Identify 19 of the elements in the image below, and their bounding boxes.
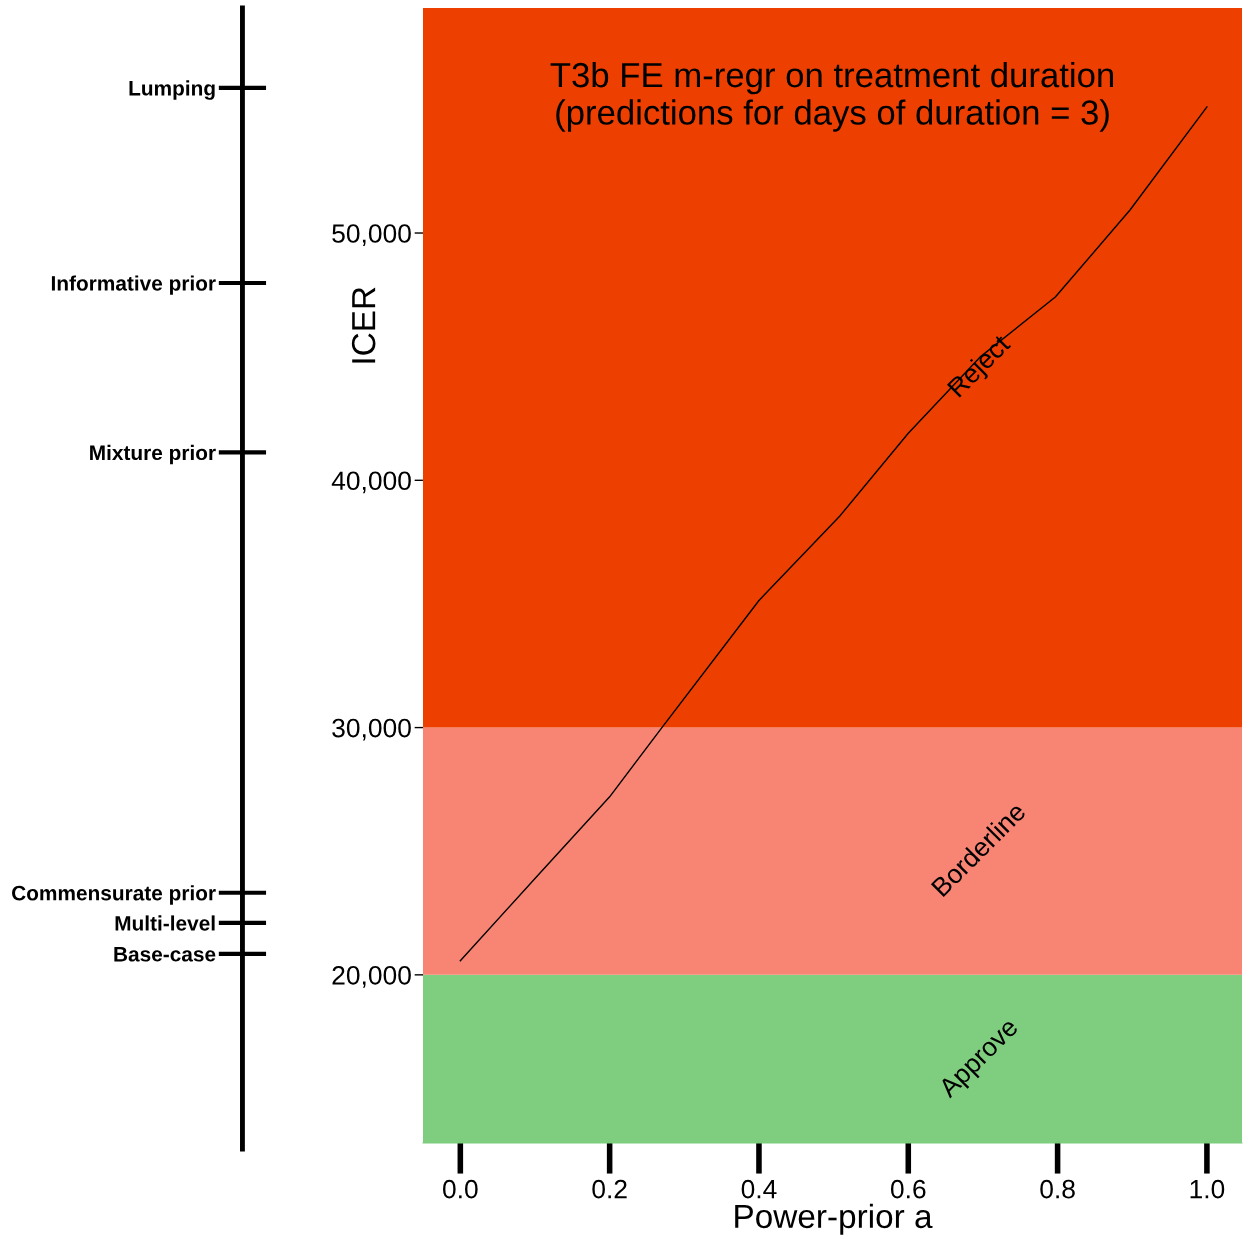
- x-tick-label: 1.0: [1190, 1179, 1225, 1199]
- y-tick-label: 40,000: [331, 471, 411, 494]
- y-tick-label: 50,000: [332, 224, 411, 246]
- y-tick-label: 30,000: [332, 718, 411, 741]
- text: T3b FE m-regr on treatment duration (predictions for days of duration = 3): [550, 61, 1113, 132]
- ref-line-label: Commensurate prior: [12, 885, 216, 905]
- x-tick-label: 0.0: [443, 1179, 478, 1199]
- x-tick-label: 0.2: [592, 1179, 627, 1199]
- x-tick-label: 0.4: [741, 1179, 777, 1199]
- x-axis-title: Power-prior a: [735, 1203, 933, 1235]
- y-tick-label: 20,000: [332, 965, 411, 988]
- ref-line-label: Multi-level: [115, 915, 215, 931]
- x-tick-label: 0.6: [890, 1179, 926, 1199]
- y-axis-title: ICER: [351, 287, 376, 363]
- ref-line-label: Base-case: [114, 947, 216, 962]
- ref-line-label: Lumping: [129, 80, 215, 100]
- x-tick-label: 0.8: [1040, 1179, 1075, 1199]
- ref-line-label: Mixture prior: [90, 444, 216, 465]
- ref-line-label: Informative prior: [51, 275, 216, 295]
